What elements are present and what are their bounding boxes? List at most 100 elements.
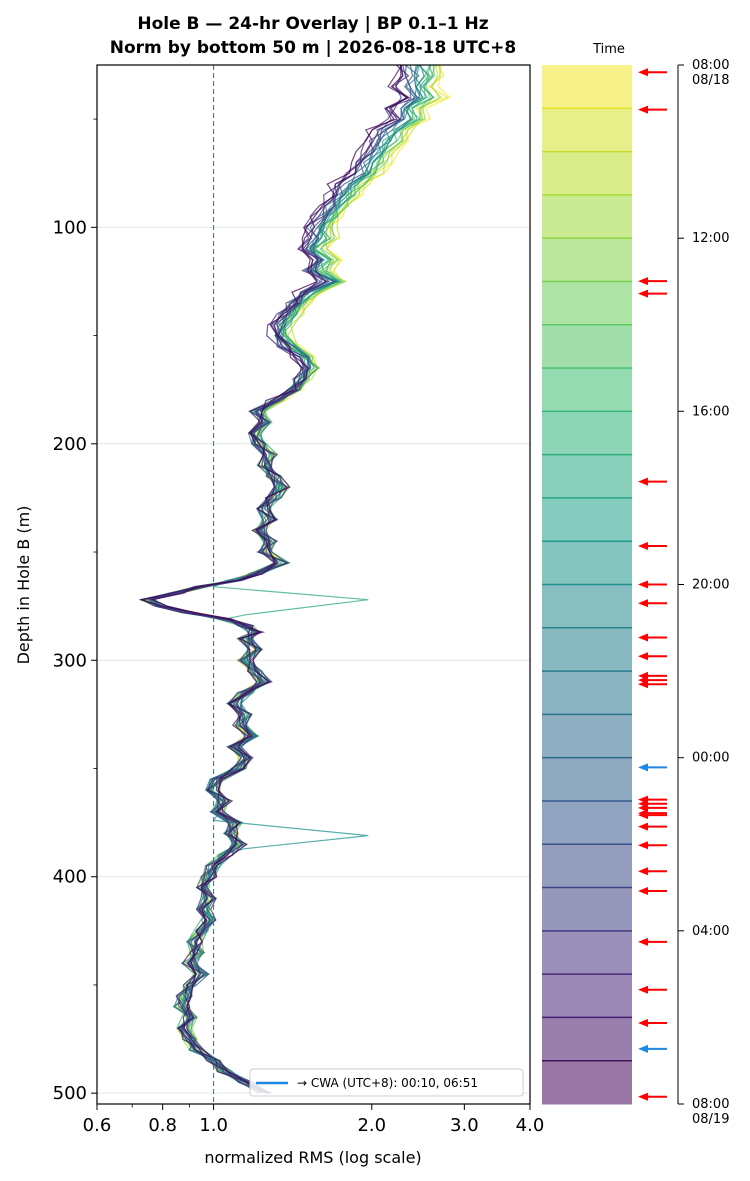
plot-frame <box>96 64 531 1105</box>
colorbar-segment <box>542 151 632 196</box>
colorbar-segment <box>542 800 632 845</box>
x-tick-label: 0.6 <box>83 1115 112 1136</box>
time-tick-label: 04:00 <box>692 924 729 939</box>
y-tick-label: 100 <box>53 217 87 238</box>
series-lines <box>138 64 452 1094</box>
y-tick-label: 200 <box>53 434 87 455</box>
cwa-event-arrow <box>638 763 667 772</box>
legend-box <box>249 1068 524 1097</box>
event-arrow <box>638 105 667 114</box>
x-tick-label: 2.0 <box>357 1115 386 1136</box>
x-tick-label: 0.8 <box>148 1115 177 1136</box>
event-arrow <box>638 652 667 661</box>
event-arrow-head <box>638 599 648 608</box>
event-arrow <box>638 841 667 850</box>
event-arrow-head <box>638 68 648 77</box>
colorbar-segment <box>542 108 632 153</box>
time-tick-label: 08:00 <box>692 58 729 73</box>
event-arrow-head <box>638 580 648 589</box>
cwa-event-arrow-head <box>638 763 648 772</box>
colorbar-segment <box>542 930 632 975</box>
legend: → CWA (UTC+8): 00:10, 06:51 <box>249 1068 524 1097</box>
colorbar <box>542 65 632 1105</box>
y-tick-label: 500 <box>53 1083 87 1104</box>
legend-entry: → CWA (UTC+8): 00:10, 06:51 <box>297 1076 478 1090</box>
event-arrow <box>638 289 667 298</box>
time-tick-label: 00:00 <box>692 751 729 766</box>
event-arrow <box>638 277 667 286</box>
x-axis: 0.6 0.8 1.0 2.0 3.0 4.0 <box>83 1104 545 1136</box>
colorbar-segment <box>542 627 632 672</box>
chart-title-line2: Norm by bottom 50 m | 2026-08-18 UTC+8 <box>110 38 516 58</box>
colorbar-segment <box>542 411 632 456</box>
event-arrow-head <box>638 277 648 286</box>
y-axis: 100 200 300 400 500 <box>53 118 97 1104</box>
y-tick-label: 400 <box>53 867 87 888</box>
colorbar-segment <box>542 974 632 1018</box>
event-arrow-head <box>638 867 648 876</box>
grid-lines <box>97 226 530 1094</box>
colorbar-segment <box>542 757 632 802</box>
event-arrow-head <box>638 822 648 831</box>
x-tick-label: 4.0 <box>516 1115 545 1136</box>
event-arrow-head <box>638 652 648 661</box>
time-tick-label: 12:00 <box>692 231 729 246</box>
event-arrow <box>638 599 667 608</box>
colorbar-segment <box>542 887 632 932</box>
event-arrow <box>638 985 667 994</box>
colorbar-segment <box>542 368 632 412</box>
event-arrow <box>638 542 667 551</box>
colorbar-segment <box>542 497 632 542</box>
event-arrow <box>638 1018 667 1027</box>
series-line <box>139 64 411 1094</box>
colorbar-segment <box>542 1017 632 1062</box>
event-arrow-head <box>638 1018 648 1027</box>
event-arrow-head <box>638 542 648 551</box>
cwa-event-arrow-head <box>638 1044 648 1053</box>
colorbar-segment <box>542 671 632 715</box>
time-tick-label: 08:00 <box>692 1097 729 1112</box>
event-arrow <box>638 680 667 689</box>
colorbar-segment <box>542 238 632 282</box>
event-arrow-head <box>638 811 648 820</box>
event-arrow-head <box>638 1092 648 1101</box>
event-arrow <box>638 803 667 812</box>
event-arrow-head <box>638 803 648 812</box>
colorbar-segment <box>542 324 632 369</box>
event-arrow <box>638 580 667 589</box>
colorbar-time-axis: 08:0008/1812:0016:0020:0000:0004:0008:00… <box>677 58 729 1127</box>
event-arrow <box>638 811 667 820</box>
x-tick-label: 3.0 <box>450 1115 479 1136</box>
event-arrow-head <box>638 105 648 114</box>
x-axis-label: normalized RMS (log scale) <box>204 1148 421 1167</box>
event-arrow <box>638 633 667 642</box>
time-tick-date: 08/18 <box>692 73 729 88</box>
colorbar-segment <box>542 541 632 585</box>
event-arrow <box>638 68 667 77</box>
event-arrow-head <box>638 887 648 896</box>
chart-title-line1: Hole B — 24-hr Overlay | BP 0.1–1 Hz <box>137 14 488 34</box>
colorbar-segment <box>542 281 632 326</box>
colorbar-segment <box>542 454 632 499</box>
event-arrow-head <box>638 289 648 298</box>
time-tick-label: 20:00 <box>692 578 729 593</box>
cwa-event-arrow <box>638 1044 667 1053</box>
event-arrow-head <box>638 633 648 642</box>
event-arrow-head <box>638 477 648 486</box>
colorbar-segment <box>542 194 632 239</box>
event-arrow <box>638 477 667 486</box>
event-arrow <box>638 1092 667 1101</box>
colorbar-label: Time <box>592 42 625 57</box>
colorbar-segment <box>542 1060 632 1105</box>
time-tick-label: 16:00 <box>692 404 729 419</box>
colorbar-segment <box>542 844 632 889</box>
event-arrow-head <box>638 985 648 994</box>
colorbar-segment <box>542 584 632 629</box>
time-tick-date: 08/19 <box>692 1112 729 1127</box>
event-arrow-head <box>638 680 648 689</box>
x-tick-label: 1.0 <box>199 1115 228 1136</box>
event-arrow <box>638 867 667 876</box>
event-arrow <box>638 937 667 946</box>
event-arrow <box>638 887 667 896</box>
